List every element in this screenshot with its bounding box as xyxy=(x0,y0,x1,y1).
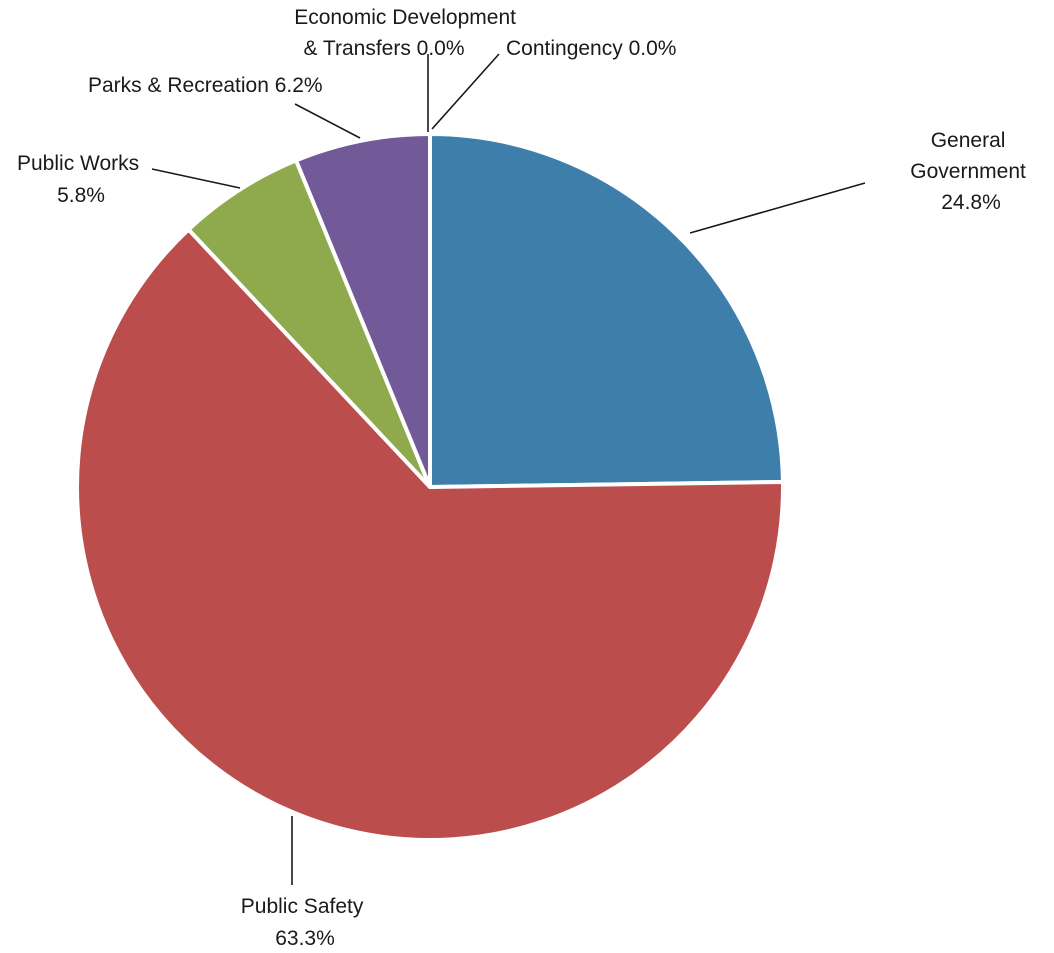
data-label-public-works-value: 5.8% xyxy=(57,184,105,207)
data-label-general-government-line: Government xyxy=(910,160,1026,183)
data-label-public-works-line: Public Works xyxy=(17,152,139,175)
pie-slice-public-works xyxy=(186,158,432,489)
data-label-parks-recreation-line: Parks & Recreation 6.2% xyxy=(88,74,323,97)
data-label-public-safety-line: Public Safety xyxy=(241,895,364,918)
pie-slice-parks-recreation xyxy=(294,132,432,489)
leader-line-parks-recreation xyxy=(294,103,361,139)
data-label-general-government: General Government 24.8% xyxy=(910,129,1031,214)
data-label-general-government-line: General xyxy=(931,129,1006,152)
data-label-general-government-value: 24.8% xyxy=(941,191,1001,214)
slices-layer xyxy=(75,132,785,842)
leaders-layer xyxy=(151,53,866,885)
data-label-economic-development-line: Economic Development xyxy=(294,6,516,29)
leader-line-public-works xyxy=(151,168,241,189)
labels-layer: General Government 24.8% Public Safety 6… xyxy=(17,6,1031,950)
data-label-public-safety-value: 63.3% xyxy=(275,927,335,950)
leader-line-general-government xyxy=(689,182,866,234)
data-label-economic-development-value: & Transfers 0.0% xyxy=(303,37,464,60)
data-label-contingency: Contingency 0.0% xyxy=(506,37,676,60)
data-label-parks-recreation: Parks & Recreation 6.2% xyxy=(88,74,323,97)
data-label-contingency-line: Contingency 0.0% xyxy=(506,37,676,60)
data-label-economic-development: Economic Development & Transfers 0.0% xyxy=(294,6,522,60)
data-label-public-works: Public Works 5.8% xyxy=(17,152,145,207)
pie-slice-general-government xyxy=(428,132,785,489)
leader-line-contingency xyxy=(431,53,500,130)
pie-slice-public-safety xyxy=(75,227,785,842)
data-label-public-safety: Public Safety 63.3% xyxy=(241,895,369,950)
